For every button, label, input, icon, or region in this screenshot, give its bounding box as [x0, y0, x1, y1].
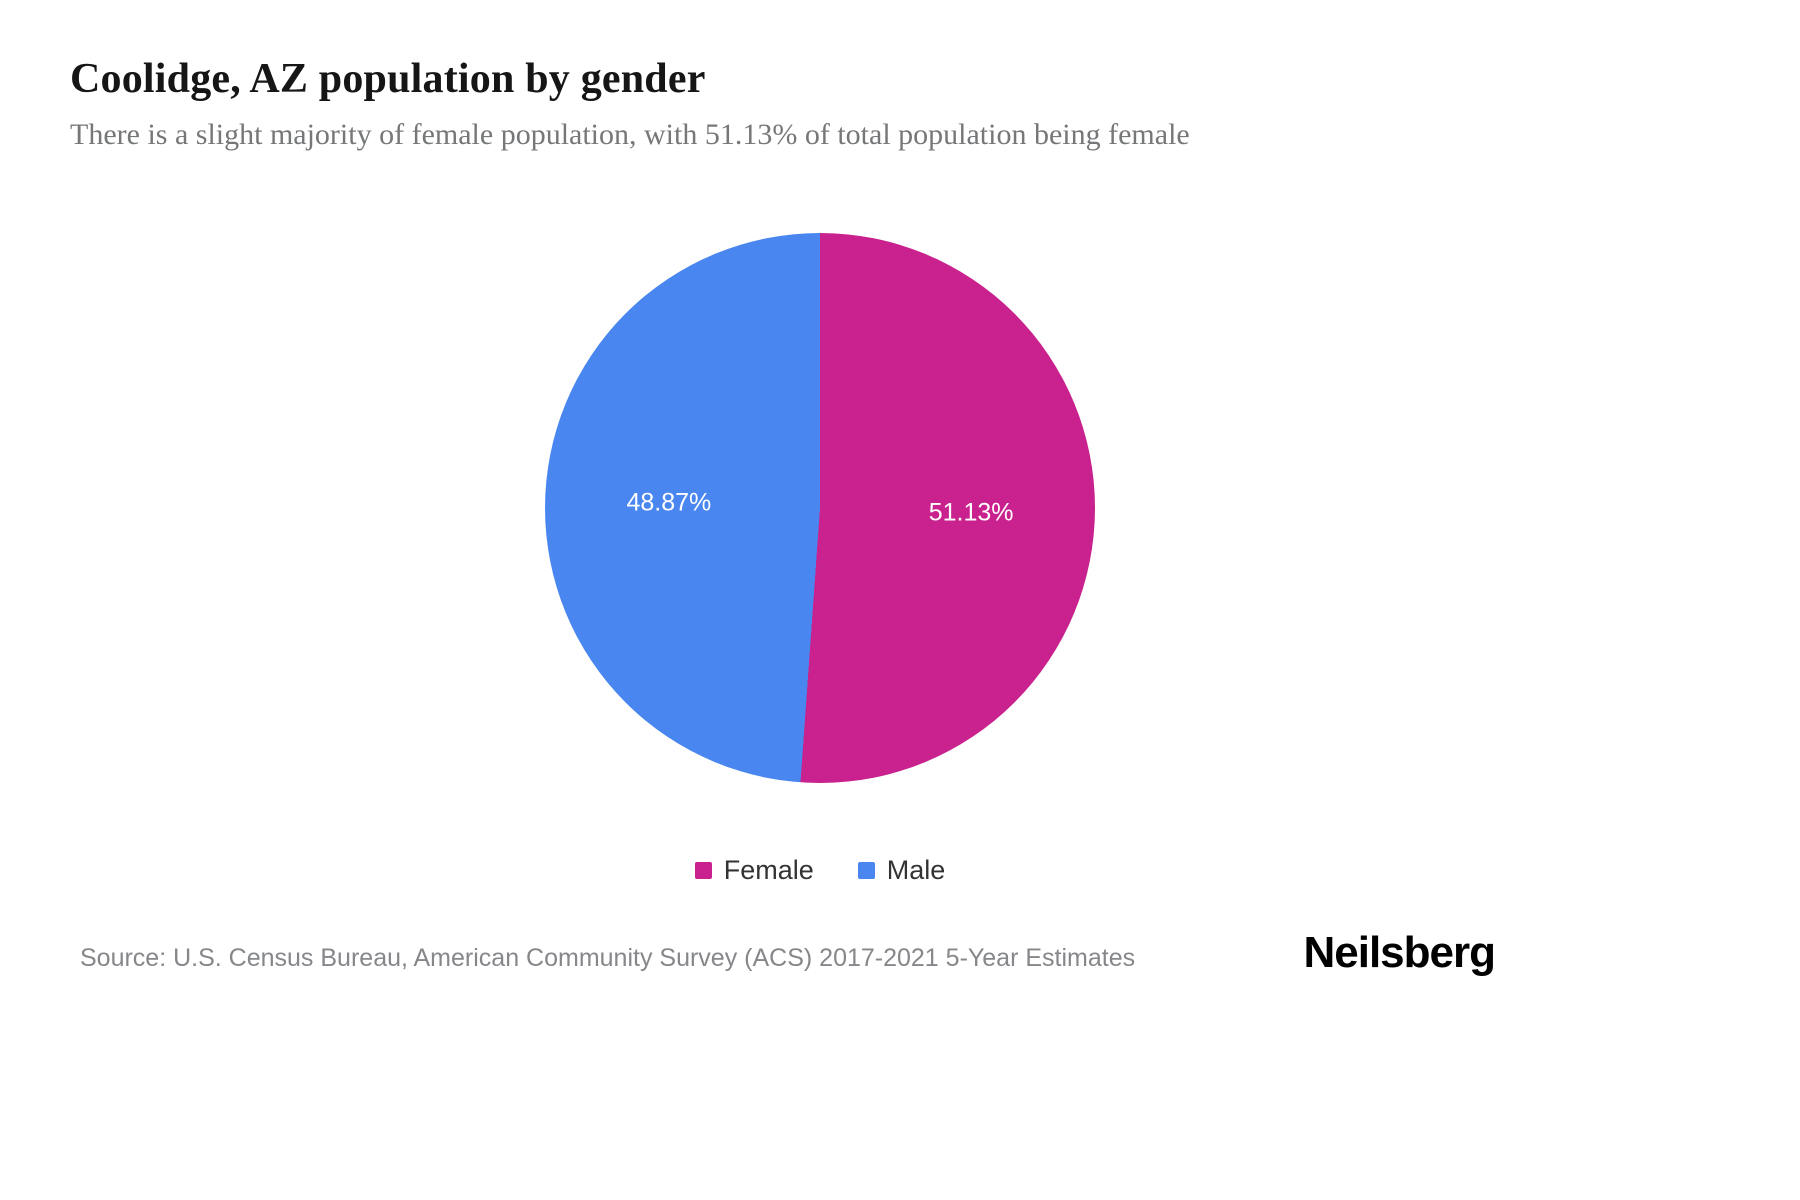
legend-item-male[interactable]: Male — [857, 855, 946, 886]
source-note: Source: U.S. Census Bureau, American Com… — [80, 944, 1136, 972]
chart-subtitle: There is a slight majority of female pop… — [70, 118, 1190, 151]
legend-swatch-female — [694, 862, 712, 879]
pie-chart[interactable] — [545, 233, 1095, 783]
brand-logo: Neilsberg — [1303, 928, 1496, 977]
pie-chart-area: 51.13% 48.87% — [545, 233, 1095, 783]
legend-swatch-male — [857, 862, 875, 879]
chart-title: Coolidge, AZ population by gender — [70, 56, 706, 102]
legend: Female Male — [0, 855, 1640, 886]
legend-item-female[interactable]: Female — [694, 855, 814, 886]
legend-label-female: Female — [723, 855, 814, 885]
legend-label-male: Male — [886, 855, 946, 885]
